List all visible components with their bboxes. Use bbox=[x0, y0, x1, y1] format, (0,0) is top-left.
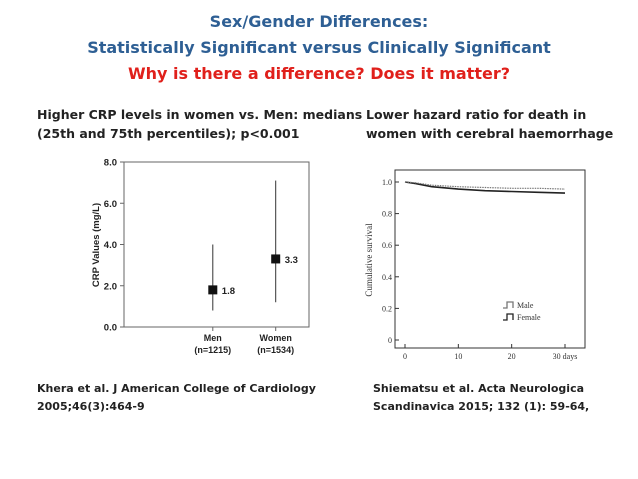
survival-y-tick-label: 0 bbox=[388, 336, 392, 345]
survival-x-tick-label: 20 bbox=[508, 352, 516, 361]
survival-chart: Cumulative survival 0 0.2 0.4 0.6 0.8 1.0 0 10 2… bbox=[355, 168, 595, 368]
survival-y-tick-label: 0.6 bbox=[382, 241, 392, 250]
survival-y-tick-label: 1.0 bbox=[382, 178, 392, 187]
survival-y-tick-label: 0.8 bbox=[382, 210, 392, 219]
slide-title-line2: Statistically Significant versus Clinica… bbox=[0, 38, 638, 57]
right-caption-line2: women with cerebral haemorrhage bbox=[366, 124, 626, 143]
crp-x-category-sublabel: (n=1215) bbox=[194, 345, 231, 355]
survival-y-axis-label: Cumulative survival bbox=[364, 223, 374, 297]
left-reference-line1: Khera et al. J American College of Cardi… bbox=[37, 380, 327, 398]
right-reference-line1: Shiematsu et al. Acta Neurologica bbox=[373, 380, 633, 398]
left-reference: Khera et al. J American College of Cardi… bbox=[37, 380, 327, 416]
crp-x-category-sublabel: (n=1534) bbox=[257, 345, 294, 355]
crp-median-marker bbox=[271, 254, 280, 263]
left-caption: Higher CRP levels in women vs. Men: medi… bbox=[37, 105, 367, 143]
survival-x-tick-label: 0 bbox=[403, 352, 407, 361]
right-caption-line1: Lower hazard ratio for death in bbox=[366, 105, 626, 124]
crp-y-tick-label: 6.0 bbox=[104, 199, 117, 210]
crp-y-tick-label: 4.0 bbox=[104, 240, 117, 251]
crp-chart: CRP Values (mg/L) 0.0 2.0 4.0 6.0 8.0 1.8 3.3… bbox=[80, 150, 320, 370]
crp-y-axis-label: CRP Values (mg/L) bbox=[91, 203, 102, 287]
right-reference-line2: Scandinavica 2015; 132 (1): 59-64, bbox=[373, 398, 633, 416]
left-reference-line2: 2005;46(3):464-9 bbox=[37, 398, 327, 416]
survival-legend-swatch bbox=[503, 302, 513, 308]
survival-plot-frame bbox=[395, 170, 585, 348]
survival-legend-label: Male bbox=[517, 301, 534, 310]
left-caption-line1: Higher CRP levels in women vs. Men: medi… bbox=[37, 105, 367, 124]
crp-median-marker bbox=[208, 285, 217, 294]
survival-legend-swatch bbox=[503, 314, 513, 320]
survival-x-tick-label: 10 bbox=[454, 352, 462, 361]
survival-y-tick-label: 0.2 bbox=[382, 304, 392, 313]
crp-plot-frame bbox=[124, 162, 309, 327]
crp-y-tick-label: 8.0 bbox=[104, 158, 117, 169]
right-caption: Lower hazard ratio for death in women wi… bbox=[366, 105, 626, 143]
survival-y-tick-label: 0.4 bbox=[382, 273, 392, 282]
survival-x-tick-label: 30 days bbox=[553, 352, 578, 361]
crp-x-category-label: Women bbox=[260, 333, 292, 343]
slide-title-line3: Why is there a difference? Does it matte… bbox=[0, 64, 638, 83]
crp-x-category-label: Men bbox=[204, 333, 222, 343]
crp-median-label: 3.3 bbox=[285, 255, 298, 266]
survival-legend-label: Female bbox=[517, 313, 541, 322]
crp-y-tick-label: 0.0 bbox=[104, 323, 117, 334]
left-caption-line2: (25th and 75th percentiles); p<0.001 bbox=[37, 124, 367, 143]
crp-y-tick-label: 2.0 bbox=[104, 281, 117, 292]
right-reference: Shiematsu et al. Acta Neurologica Scandi… bbox=[373, 380, 633, 416]
slide-title-line1: Sex/Gender Differences: bbox=[0, 12, 638, 31]
crp-median-label: 1.8 bbox=[222, 286, 235, 297]
